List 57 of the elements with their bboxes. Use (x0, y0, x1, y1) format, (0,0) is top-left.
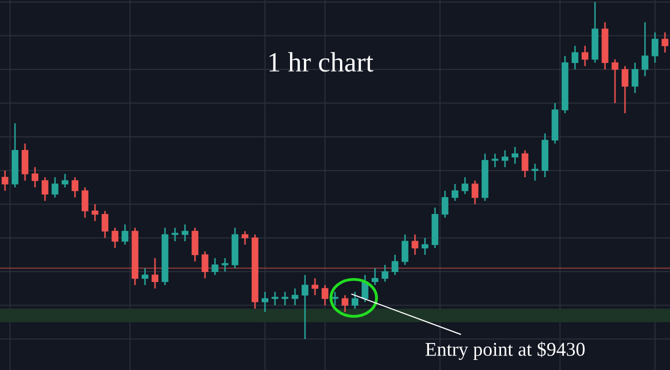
candlestick (362, 274, 368, 303)
candlestick (202, 250, 208, 280)
candlestick (72, 176, 78, 198)
candlestick (22, 142, 28, 182)
candlestick (192, 227, 198, 262)
candlestick (442, 190, 448, 218)
candlestick (122, 224, 128, 246)
candlestick (452, 183, 458, 202)
candlestick (182, 224, 188, 242)
candlestick (462, 176, 468, 195)
candlestick (262, 291, 268, 313)
candlestick (322, 284, 328, 306)
candlestick (422, 237, 428, 256)
candlestick (292, 288, 298, 306)
candlestick (632, 62, 638, 94)
candlestick (92, 204, 98, 222)
candlestick (32, 166, 38, 188)
candlestick (512, 146, 518, 164)
text: Entry point at $9430 (426, 342, 585, 360)
text: 1 hr chart (269, 52, 374, 72)
candlestick (282, 291, 288, 306)
candlestick (272, 291, 278, 306)
candlestick (42, 176, 48, 202)
candlestick (412, 234, 418, 256)
candlestick (582, 45, 588, 67)
candlestick (82, 186, 88, 218)
candlestick (662, 32, 668, 54)
candlestick (62, 173, 68, 188)
candlestick (622, 65, 628, 114)
candlestick (502, 150, 508, 168)
candlestick (532, 163, 538, 182)
candlestick (2, 170, 8, 192)
candlestick (572, 45, 578, 70)
candlestick (212, 257, 218, 276)
candlestick (492, 152, 498, 168)
candlestick (522, 150, 528, 178)
candlestick (172, 227, 178, 242)
candlestick (332, 291, 338, 306)
candlestick (382, 264, 388, 282)
candlestick (472, 180, 478, 205)
candlestick (52, 176, 58, 198)
candlestick (392, 254, 398, 276)
candlestick (352, 291, 358, 310)
candlestick (222, 257, 228, 272)
candlestick (102, 210, 108, 239)
candlestick (612, 58, 618, 104)
candlestick (312, 278, 318, 296)
candlestick (652, 32, 658, 64)
candlestick (642, 22, 648, 77)
candlestick (372, 268, 378, 286)
candlestick (152, 257, 158, 290)
candlestick (302, 274, 308, 340)
candlestick (112, 227, 118, 249)
candlestick (142, 268, 148, 286)
candlestick (402, 234, 408, 266)
candlestick (342, 294, 348, 313)
candlestick (242, 230, 248, 246)
